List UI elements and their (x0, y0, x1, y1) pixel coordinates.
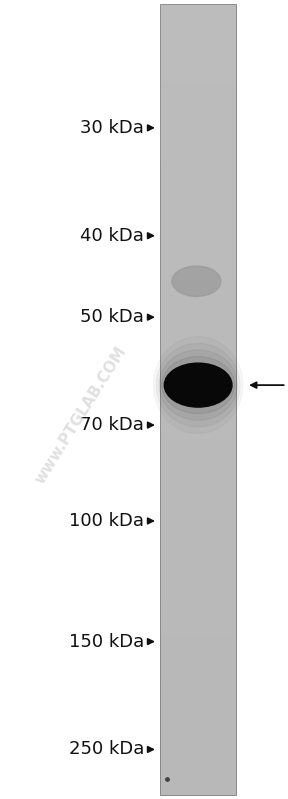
Text: 250 kDa: 250 kDa (69, 741, 144, 758)
Text: 70 kDa: 70 kDa (80, 416, 144, 434)
Bar (160, 439, 236, 479)
Bar (160, 44, 236, 83)
Bar (160, 400, 236, 439)
Bar (160, 202, 236, 241)
Bar (160, 598, 236, 637)
Bar (160, 83, 236, 122)
Bar (160, 360, 236, 400)
Ellipse shape (172, 266, 221, 296)
Bar (160, 281, 236, 320)
Bar (160, 676, 236, 716)
Bar (160, 4, 236, 795)
Bar (160, 320, 236, 360)
Bar (160, 241, 236, 281)
Text: www.PTGLAB.COM: www.PTGLAB.COM (32, 344, 129, 487)
Ellipse shape (164, 363, 232, 407)
Ellipse shape (159, 350, 237, 420)
Bar (160, 162, 236, 202)
Bar (160, 637, 236, 676)
Bar (160, 716, 236, 756)
Text: 100 kDa: 100 kDa (69, 512, 144, 530)
Bar (160, 123, 236, 162)
Ellipse shape (156, 344, 240, 427)
Text: 50 kDa: 50 kDa (80, 308, 144, 326)
Text: 30 kDa: 30 kDa (80, 119, 144, 137)
Bar (160, 479, 236, 518)
Text: 40 kDa: 40 kDa (80, 227, 144, 244)
Ellipse shape (162, 356, 235, 414)
Bar (160, 518, 236, 558)
Bar (160, 4, 236, 43)
Bar (160, 756, 236, 795)
Bar (160, 558, 236, 597)
Text: 150 kDa: 150 kDa (69, 633, 144, 650)
